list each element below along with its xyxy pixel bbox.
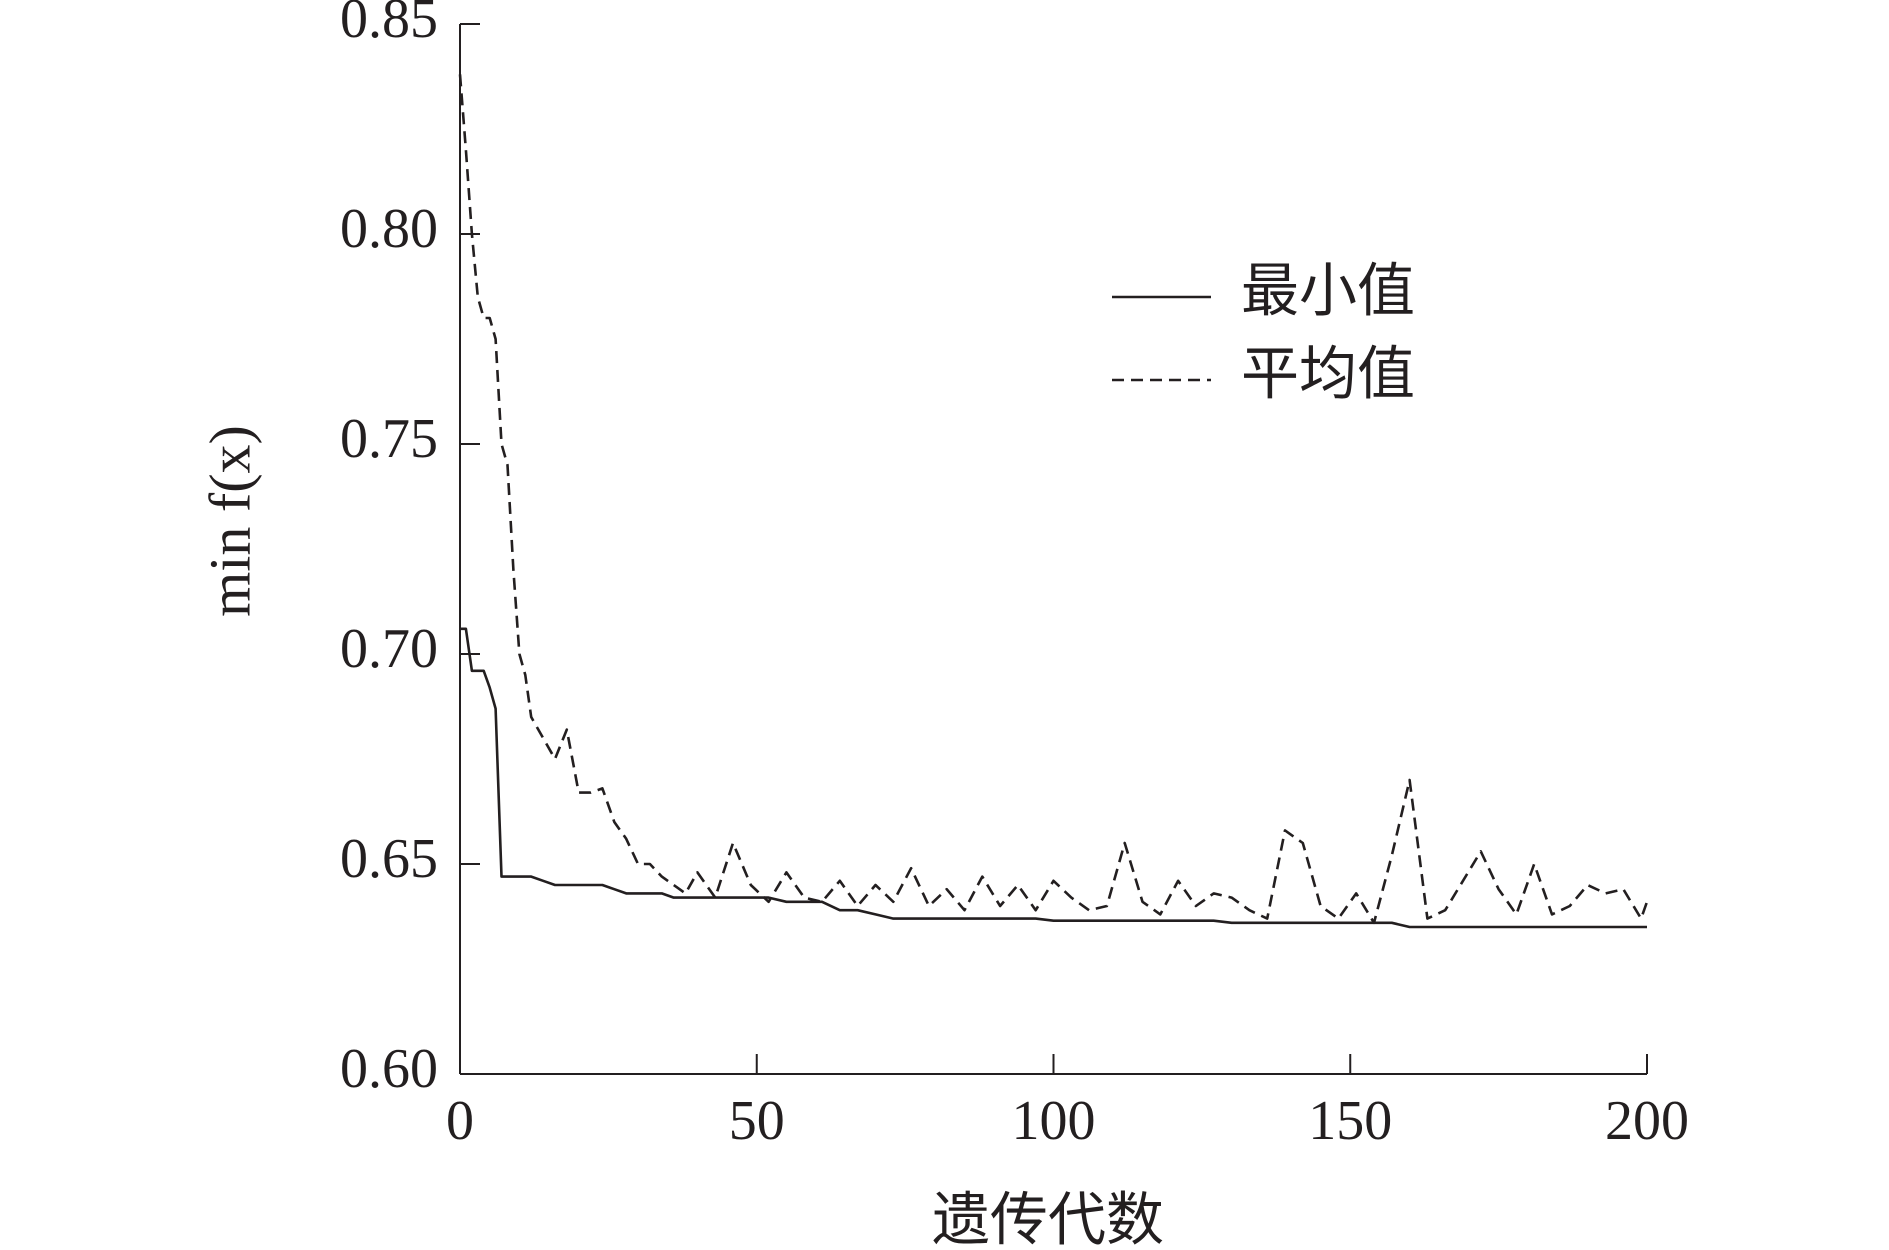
y-tick-label: 0.70 xyxy=(340,618,438,680)
y-tick-label: 0.85 xyxy=(340,0,438,50)
series-line xyxy=(460,627,1647,929)
y-tick-label: 0.60 xyxy=(340,1038,438,1100)
x-tick-label: 100 xyxy=(1012,1090,1096,1152)
x-axis-label: 遗传代数 xyxy=(932,1187,1164,1250)
y-tick-label: 0.65 xyxy=(340,828,438,890)
x-tick-label: 200 xyxy=(1605,1090,1689,1152)
x-tick-label: 0 xyxy=(446,1090,474,1152)
x-tick-label: 50 xyxy=(729,1090,785,1152)
y-tick-label: 0.80 xyxy=(340,198,438,260)
legend-label: 平均值 xyxy=(1241,341,1415,406)
y-axis-label: min f(x) xyxy=(197,425,262,617)
x-tick-label: 150 xyxy=(1308,1090,1392,1152)
y-tick-label: 0.75 xyxy=(340,408,438,470)
legend-label: 最小值 xyxy=(1241,258,1415,323)
series-line xyxy=(458,74,1649,925)
